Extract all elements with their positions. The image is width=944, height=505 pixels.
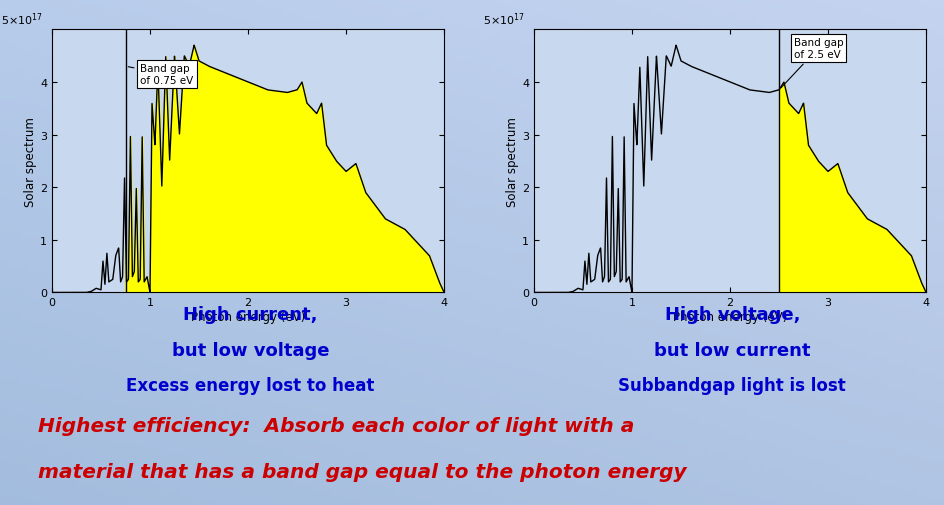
Text: Excess energy lost to heat: Excess energy lost to heat <box>126 376 374 394</box>
Text: $5{\times}10^{17}$: $5{\times}10^{17}$ <box>482 11 524 28</box>
Y-axis label: Solar spectrum: Solar spectrum <box>506 117 518 207</box>
Text: Highest efficiency:  Absorb each color of light with a: Highest efficiency: Absorb each color of… <box>38 417 633 436</box>
Text: Band gap
of 0.75 eV: Band gap of 0.75 eV <box>128 64 194 86</box>
Text: material that has a band gap equal to the photon energy: material that has a band gap equal to th… <box>38 462 685 481</box>
Text: Band gap
of 2.5 eV: Band gap of 2.5 eV <box>780 38 842 89</box>
X-axis label: Photon energy (eV): Photon energy (eV) <box>672 311 786 324</box>
Text: $5{\times}10^{17}$: $5{\times}10^{17}$ <box>1 11 42 28</box>
Text: but low voltage: but low voltage <box>172 341 329 359</box>
Text: High current,: High current, <box>183 306 317 324</box>
Text: High voltage,: High voltage, <box>664 306 800 324</box>
Y-axis label: Solar spectrum: Solar spectrum <box>25 117 37 207</box>
X-axis label: Photon energy (eV): Photon energy (eV) <box>191 311 305 324</box>
Text: Subbandgap light is lost: Subbandgap light is lost <box>617 376 846 394</box>
Text: but low current: but low current <box>653 341 810 359</box>
